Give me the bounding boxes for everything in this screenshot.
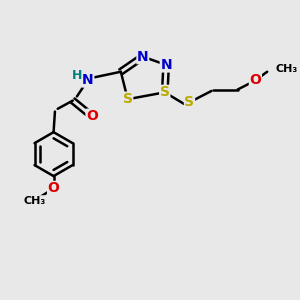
Text: S: S — [184, 95, 194, 109]
Text: O: O — [249, 73, 261, 87]
Text: N: N — [137, 50, 148, 64]
Text: CH₃: CH₃ — [23, 196, 46, 206]
Text: O: O — [48, 182, 59, 195]
Text: CH₃: CH₃ — [275, 64, 298, 74]
Text: S: S — [123, 92, 133, 106]
Text: H: H — [72, 69, 82, 82]
Text: S: S — [160, 85, 170, 99]
Text: O: O — [86, 109, 98, 123]
Text: N: N — [160, 58, 172, 72]
Text: N: N — [82, 73, 94, 87]
